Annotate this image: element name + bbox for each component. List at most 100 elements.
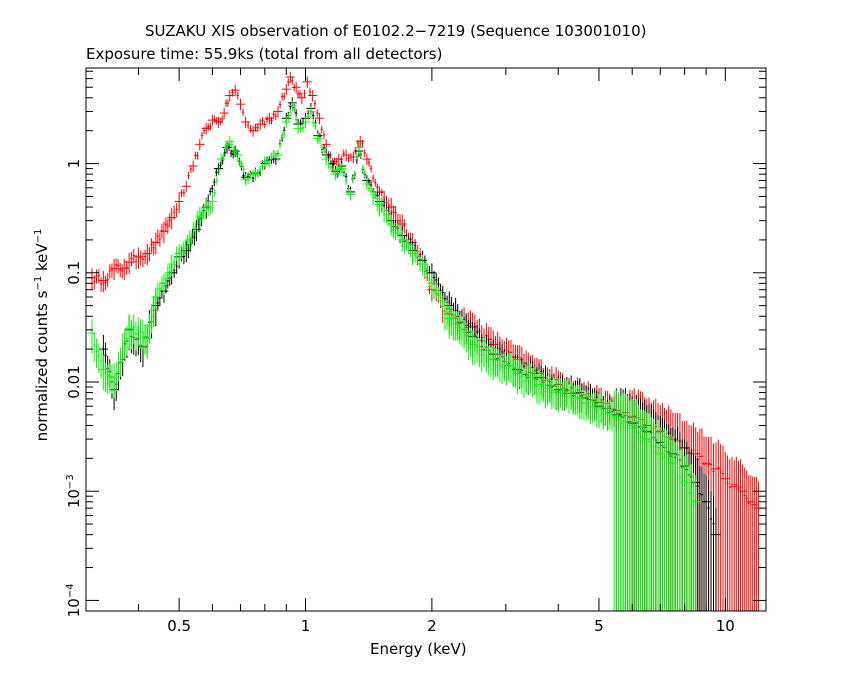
data-point [109,363,119,398]
data-point-fill [559,378,562,408]
data-point-fill [739,459,742,611]
data-point-fill [531,367,534,398]
data-point-fill [690,464,693,611]
data-point-fill [172,205,176,220]
data-point-fill [473,335,477,365]
data-point [201,123,211,135]
data-point-fill [685,454,689,611]
data-point-fill [576,385,579,415]
data-point-fill [554,379,558,409]
data-point-fill [249,125,252,133]
data-point-fill [465,323,468,353]
data-point-fill [118,263,122,278]
data-point-fill [363,169,367,178]
data-point-fill [432,270,436,286]
data-point-fill [283,130,286,138]
data-point-fill [580,390,584,420]
data-point-fill [134,254,138,269]
data-point-fill [134,321,138,351]
data-point [642,412,652,611]
data-point-fill [265,115,269,124]
series-0 [87,71,764,611]
data-point-fill [336,166,339,174]
data-point-fill [667,434,670,611]
data-point-fill [189,165,193,174]
data-point [331,168,341,181]
chart-title: SUZAKU XIS observation of E0102.2−7219 (… [145,22,647,40]
data-point [235,98,245,111]
data-point-fill [396,223,400,238]
data-point-fill [641,409,644,611]
data-point-fill [263,120,266,129]
data-point [119,258,129,281]
x-tick-label: 5 [594,617,604,635]
data-point [553,378,563,414]
data-point-fill [730,456,734,611]
data-point-fill [678,449,682,611]
data-point-fill [563,379,566,410]
data-point-fill [533,366,536,396]
data-point-fill [139,250,142,266]
data-point-fill [180,244,183,260]
data-point-fill [141,252,145,268]
data-point-fill [745,470,748,611]
data-point-fill [392,205,395,220]
data-point-fill [574,385,577,415]
data-point [362,153,372,166]
data-point-fill [755,477,758,611]
data-point-fill [582,390,586,421]
data-point-fill [599,393,603,423]
data-point [159,273,169,296]
data-point-fill [728,459,731,611]
data-point-fill [241,108,245,117]
data-point-fill [460,316,464,347]
data-point-fill [213,115,216,124]
data-point-fill [123,329,127,359]
data-point-fill [398,214,402,229]
data-point-fill [130,251,133,267]
data-point-fill [344,177,348,186]
data-point-fill [529,363,532,394]
data-point-fill [322,131,326,139]
data-point-fill [413,248,417,263]
data-point-fill [249,171,252,180]
data-point [746,475,756,611]
data-point-fill [293,83,296,92]
data-point-fill [108,363,112,393]
data-point [355,135,365,148]
data-point-fill [226,99,230,107]
data-point [306,106,316,118]
data-point-fill [522,368,526,398]
data-point-fill [674,442,677,611]
data-point-fill [387,212,391,227]
y-tick-label-base: 10 [65,489,83,508]
data-point [594,393,604,429]
data-point [98,355,108,390]
data-point-fill [156,296,160,311]
data-point [255,118,265,131]
data-point-fill [158,232,162,247]
data-point [87,268,97,290]
data-point-fill [215,117,218,125]
data-point-fill [200,131,204,140]
data-point-fill [717,439,720,611]
data-point-fill [215,177,219,185]
data-point-fill [301,124,305,132]
data-point-fill [221,115,224,123]
data-point-fill [196,151,199,160]
data-point [133,247,143,269]
axis-ticks [85,68,766,611]
data-point-fill [514,358,517,389]
data-point [315,112,325,125]
data-point-fill [355,152,358,161]
data-point-fill [332,166,335,174]
data-point-fill [150,238,153,253]
data-point-fill [166,219,170,234]
data-point-fill [542,372,545,402]
data-point-fill [213,188,216,197]
data-point-fill [182,189,186,197]
data-point-fill [610,401,614,432]
data-point [711,508,721,611]
data-point-fill [231,88,234,97]
data-point-fill [194,151,197,160]
